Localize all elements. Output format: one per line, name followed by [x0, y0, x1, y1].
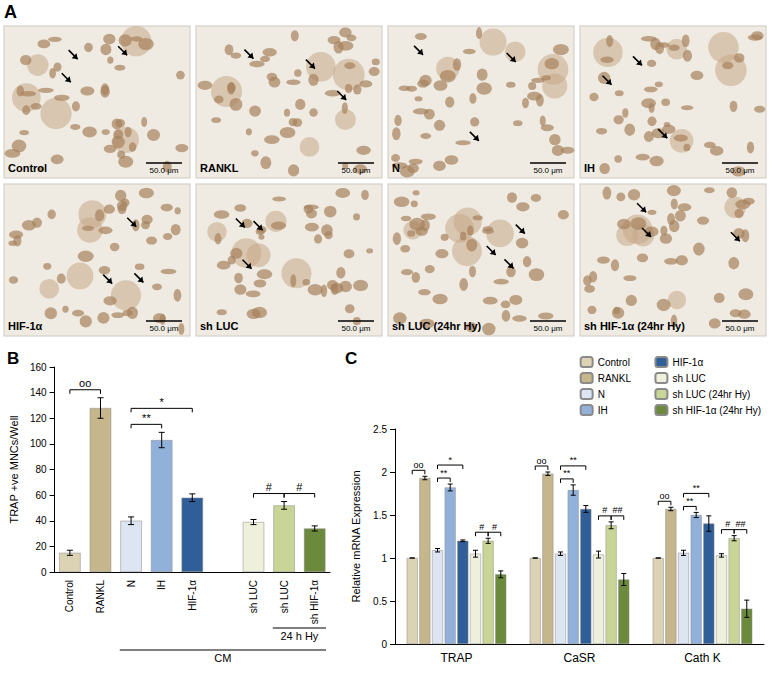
- svg-text:50.0 μm: 50.0 μm: [725, 324, 754, 333]
- svg-text:RANKL: RANKL: [95, 580, 106, 614]
- svg-text:TRAP +ve MNCs/Well: TRAP +ve MNCs/Well: [8, 415, 20, 523]
- svg-text:50.0 μm: 50.0 μm: [149, 324, 178, 333]
- svg-text:sh HIF-1α: sh HIF-1α: [309, 580, 320, 624]
- svg-text:#: #: [602, 505, 607, 515]
- svg-text:oo: oo: [79, 377, 91, 389]
- svg-text:#: #: [266, 481, 273, 493]
- svg-text:HIF-1α: HIF-1α: [187, 580, 198, 611]
- svg-text:24 h Hy: 24 h Hy: [280, 630, 318, 642]
- svg-text:80: 80: [35, 464, 47, 475]
- svg-text:RANKL: RANKL: [598, 373, 632, 384]
- svg-text:CaSR: CaSR: [563, 651, 595, 665]
- svg-text:0.5: 0.5: [373, 596, 387, 607]
- svg-text:50.0 μm: 50.0 μm: [533, 324, 562, 333]
- svg-text:sh HIF-1α (24hr Hy): sh HIF-1α (24hr Hy): [584, 320, 685, 332]
- svg-text:**: **: [142, 412, 151, 424]
- svg-text:#: #: [725, 519, 730, 529]
- svg-text:Control: Control: [64, 580, 75, 612]
- svg-text:HIF-1α: HIF-1α: [8, 320, 43, 332]
- svg-text:#: #: [492, 522, 497, 532]
- svg-text:sh LUC: sh LUC: [200, 320, 239, 332]
- svg-text:CM: CM: [214, 652, 231, 664]
- svg-text:oo: oo: [660, 491, 670, 501]
- svg-text:#: #: [479, 522, 484, 532]
- svg-text:N: N: [598, 389, 605, 400]
- svg-text:A: A: [4, 2, 17, 22]
- svg-text:1: 1: [381, 553, 387, 564]
- svg-text:sh HIF-1α (24hr Hy): sh HIF-1α (24hr Hy): [672, 405, 761, 416]
- svg-text:TRAP: TRAP: [440, 651, 472, 665]
- svg-text:Relative mRNA Expression: Relative mRNA Expression: [350, 470, 362, 602]
- svg-text:sh LUC: sh LUC: [248, 580, 259, 613]
- svg-text:##: ##: [612, 505, 622, 515]
- svg-text:40: 40: [35, 515, 47, 526]
- svg-text:**: **: [563, 468, 571, 478]
- svg-text:##: ##: [735, 519, 745, 529]
- svg-text:sh LUC: sh LUC: [279, 580, 290, 613]
- svg-text:sh LUC (24hr Hy): sh LUC (24hr Hy): [392, 320, 482, 332]
- svg-text:**: **: [693, 483, 701, 493]
- svg-text:**: **: [440, 468, 448, 478]
- svg-text:Cath K: Cath K: [684, 651, 721, 665]
- svg-text:Control: Control: [598, 357, 630, 368]
- svg-text:50.0 μm: 50.0 μm: [341, 166, 370, 175]
- svg-text:120: 120: [30, 413, 47, 424]
- svg-text:140: 140: [30, 387, 47, 398]
- svg-text:*: *: [448, 455, 452, 465]
- svg-text:50.0 μm: 50.0 μm: [149, 166, 178, 175]
- svg-text:**: **: [686, 496, 694, 506]
- svg-text:0: 0: [381, 639, 387, 650]
- svg-text:sh LUC: sh LUC: [672, 373, 705, 384]
- svg-text:50.0 μm: 50.0 μm: [533, 166, 562, 175]
- svg-text:50.0 μm: 50.0 μm: [341, 324, 370, 333]
- svg-text:C: C: [345, 349, 357, 368]
- svg-text:2: 2: [381, 467, 387, 478]
- svg-text:IH: IH: [156, 580, 167, 590]
- svg-text:20: 20: [35, 541, 47, 552]
- svg-text:*: *: [160, 396, 165, 408]
- svg-text:B: B: [7, 349, 19, 368]
- svg-text:RANKL: RANKL: [200, 162, 239, 174]
- svg-text:sh LUC (24hr Hy): sh LUC (24hr Hy): [672, 389, 750, 400]
- svg-text:IH: IH: [598, 405, 608, 416]
- svg-text:1.5: 1.5: [373, 510, 387, 521]
- svg-text:**: **: [570, 455, 578, 465]
- svg-text:50.0 μm: 50.0 μm: [725, 166, 754, 175]
- svg-text:N: N: [392, 162, 400, 174]
- svg-text:oo: oo: [414, 460, 424, 470]
- svg-text:IH: IH: [584, 162, 595, 174]
- svg-text:HIF-1α: HIF-1α: [672, 357, 703, 368]
- svg-text:0: 0: [41, 567, 47, 578]
- svg-text:oo: oo: [537, 456, 547, 466]
- svg-text:60: 60: [35, 490, 47, 501]
- svg-text:Control: Control: [8, 162, 47, 174]
- svg-text:#: #: [296, 481, 303, 493]
- svg-text:100: 100: [30, 438, 47, 449]
- svg-text:160: 160: [30, 362, 47, 373]
- svg-text:2.5: 2.5: [373, 424, 387, 435]
- svg-text:N: N: [126, 580, 137, 587]
